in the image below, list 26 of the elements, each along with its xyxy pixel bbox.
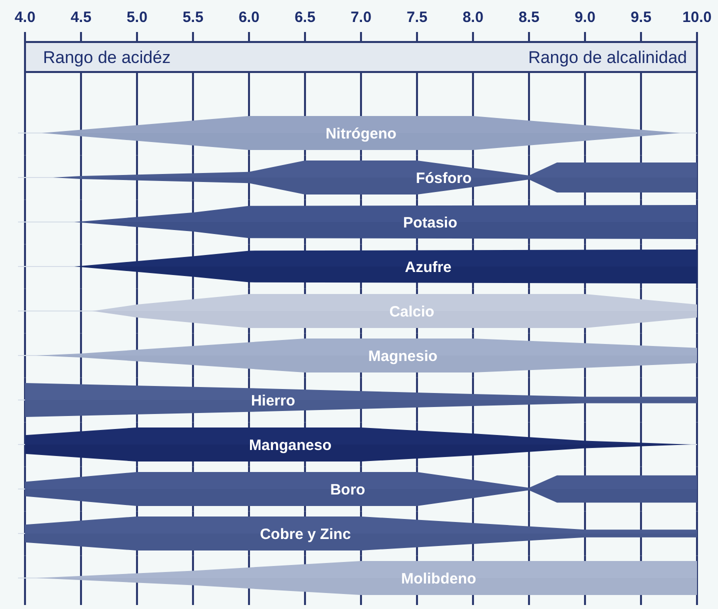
- series-label: Fósforo: [416, 170, 472, 187]
- x-tick-label: 7.0: [350, 9, 372, 26]
- series-label: Hierro: [250, 392, 296, 410]
- text: Rango de acidéz: [43, 48, 171, 67]
- series-label: Cobre y Zinc: [260, 526, 351, 543]
- series-label: Magnesio: [368, 348, 438, 365]
- x-tick-label: 6.0: [238, 9, 260, 26]
- series-label: Nitrógeno: [326, 125, 396, 142]
- x-tick-label: 4.5: [70, 9, 92, 26]
- x-tick-label: 6.5: [294, 9, 316, 26]
- x-tick-label: 7.5: [406, 9, 428, 26]
- series-label: Molibdeno: [401, 570, 476, 588]
- x-tick-label: 4.0: [14, 9, 36, 26]
- x-tick-label: 10.0: [682, 9, 712, 26]
- x-tick-label: 9.5: [630, 9, 652, 26]
- series-label: Potasio: [403, 214, 458, 232]
- series-label: Azufre: [404, 258, 452, 276]
- series-label: Boro: [330, 481, 366, 498]
- x-tick-label: 8.5: [518, 9, 540, 26]
- series-label: Calcio: [389, 303, 434, 320]
- x-tick-label: 5.0: [126, 9, 148, 26]
- x-tick-label: 5.5: [182, 9, 204, 26]
- text: Rango de alcalinidad: [528, 48, 687, 67]
- x-tick-label: 8.0: [462, 9, 484, 26]
- x-tick-label: 9.0: [574, 9, 596, 26]
- series-label: Manganeso: [249, 436, 332, 454]
